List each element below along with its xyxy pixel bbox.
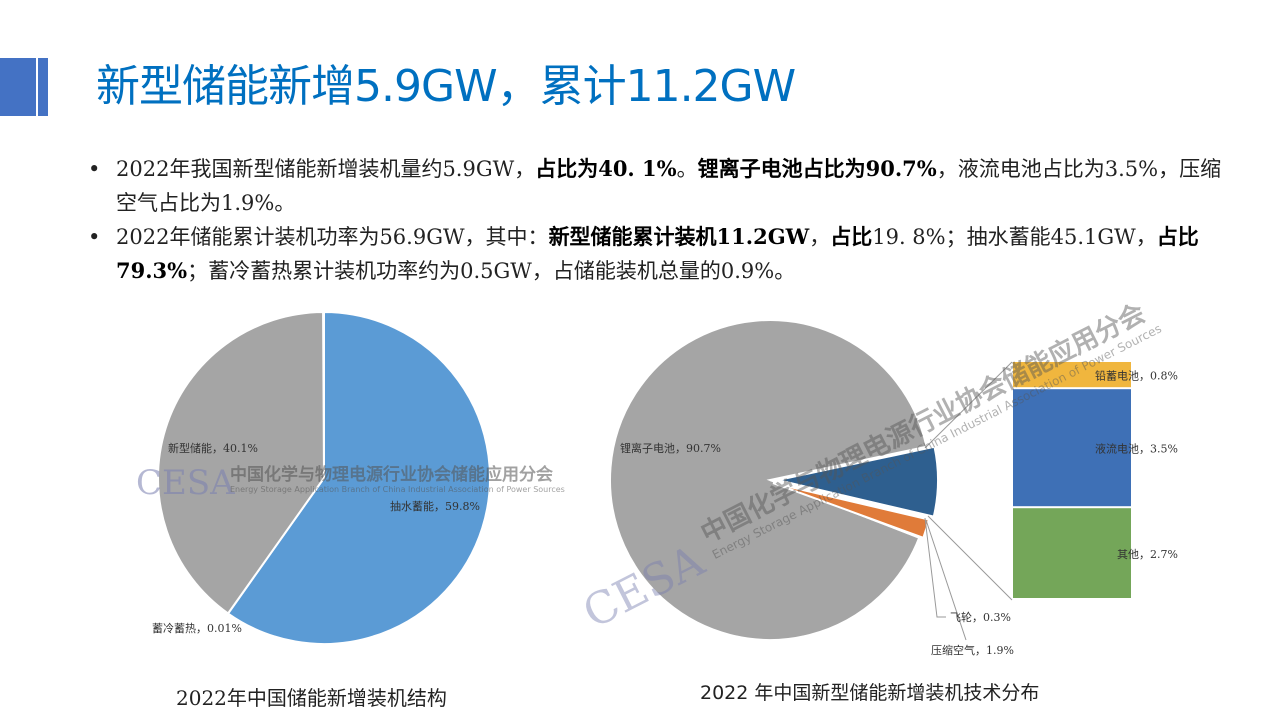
data-label: 其他，2.7%	[1117, 548, 1178, 561]
title-accent-bar	[0, 58, 36, 116]
bullet-text: 占比79.3%	[116, 224, 1199, 283]
svg-text:中国化学与物理电源行业协会储能应用分会: 中国化学与物理电源行业协会储能应用分会	[230, 464, 553, 485]
bullet-text: 占比为40. 1%	[535, 156, 677, 181]
bullet-item: 2022年储能累计装机功率为56.9GW，其中：新型储能累计装机11.2GW，占…	[88, 220, 1238, 288]
title-accent-bar-thin	[38, 58, 48, 116]
svg-text:CESA: CESA	[136, 463, 235, 503]
svg-text:Energy Storage Application Bra: Energy Storage Application Branch of Chi…	[230, 485, 565, 494]
connector-line	[924, 361, 1013, 449]
bullet-list: 2022年我国新型储能新增装机量约5.9GW，占比为40. 1%。锂离子电池占比…	[88, 152, 1238, 288]
bullet-text: 。	[676, 157, 698, 181]
data-label: 飞轮，0.3%	[950, 610, 1011, 624]
pie-slice	[157, 310, 326, 615]
data-label: 锂离子电池，90.7%	[620, 441, 721, 455]
data-label: 铅蓄电池，0.8%	[1095, 369, 1178, 383]
bullet-text: 2022年储能累计装机功率为56.9GW，其中：	[116, 225, 549, 249]
leader-line	[925, 519, 967, 641]
connector-line	[927, 515, 1013, 601]
breakdown-bar-segment	[1013, 508, 1131, 598]
chart1-title: 2022年中国储能新增装机结构	[176, 686, 447, 710]
data-label: 压缩空气，1.9%	[931, 643, 1014, 657]
breakdown-bar-segment	[1013, 362, 1131, 388]
page-title: 新型储能新增5.9GW，累计11.2GW	[96, 61, 796, 112]
bullet-text: ；蓄冷蓄热累计装机功率约为0.5GW，占储能装机总量的0.9%。	[187, 259, 796, 283]
pie-slice	[226, 310, 491, 645]
bullet-text: 19. 8%；抽水蓄能45.1GW，	[872, 225, 1157, 249]
bullet-text: 新型储能累计装机11.2GW	[548, 224, 810, 249]
bullet-text: 2022年我国新型储能新增装机量约5.9GW，	[116, 157, 536, 181]
data-label: 新型储能，40.1%	[168, 441, 258, 455]
bullet-item: 2022年我国新型储能新增装机量约5.9GW，占比为40. 1%。锂离子电池占比…	[88, 152, 1238, 220]
bullet-text: ，液流电池占比为3.5%，压缩空气占比为1.9%。	[116, 157, 1222, 215]
leader-line	[924, 517, 946, 618]
breakdown-bar-segment	[1013, 389, 1131, 507]
bullet-text: 锂离子电池占比为90.7%	[697, 156, 937, 181]
data-label: 液流电池，3.5%	[1095, 442, 1178, 456]
bullet-text: 占比	[830, 224, 873, 249]
pie-slice	[609, 319, 928, 641]
bullet-text: ，	[809, 225, 831, 249]
chart2-title: 2022 年中国新型储能新增装机技术分布	[700, 682, 1040, 704]
pie-slice	[777, 445, 939, 518]
data-label: 蓄冷蓄热，0.01%	[152, 622, 242, 635]
data-label: 抽水蓄能，59.8%	[390, 499, 480, 513]
